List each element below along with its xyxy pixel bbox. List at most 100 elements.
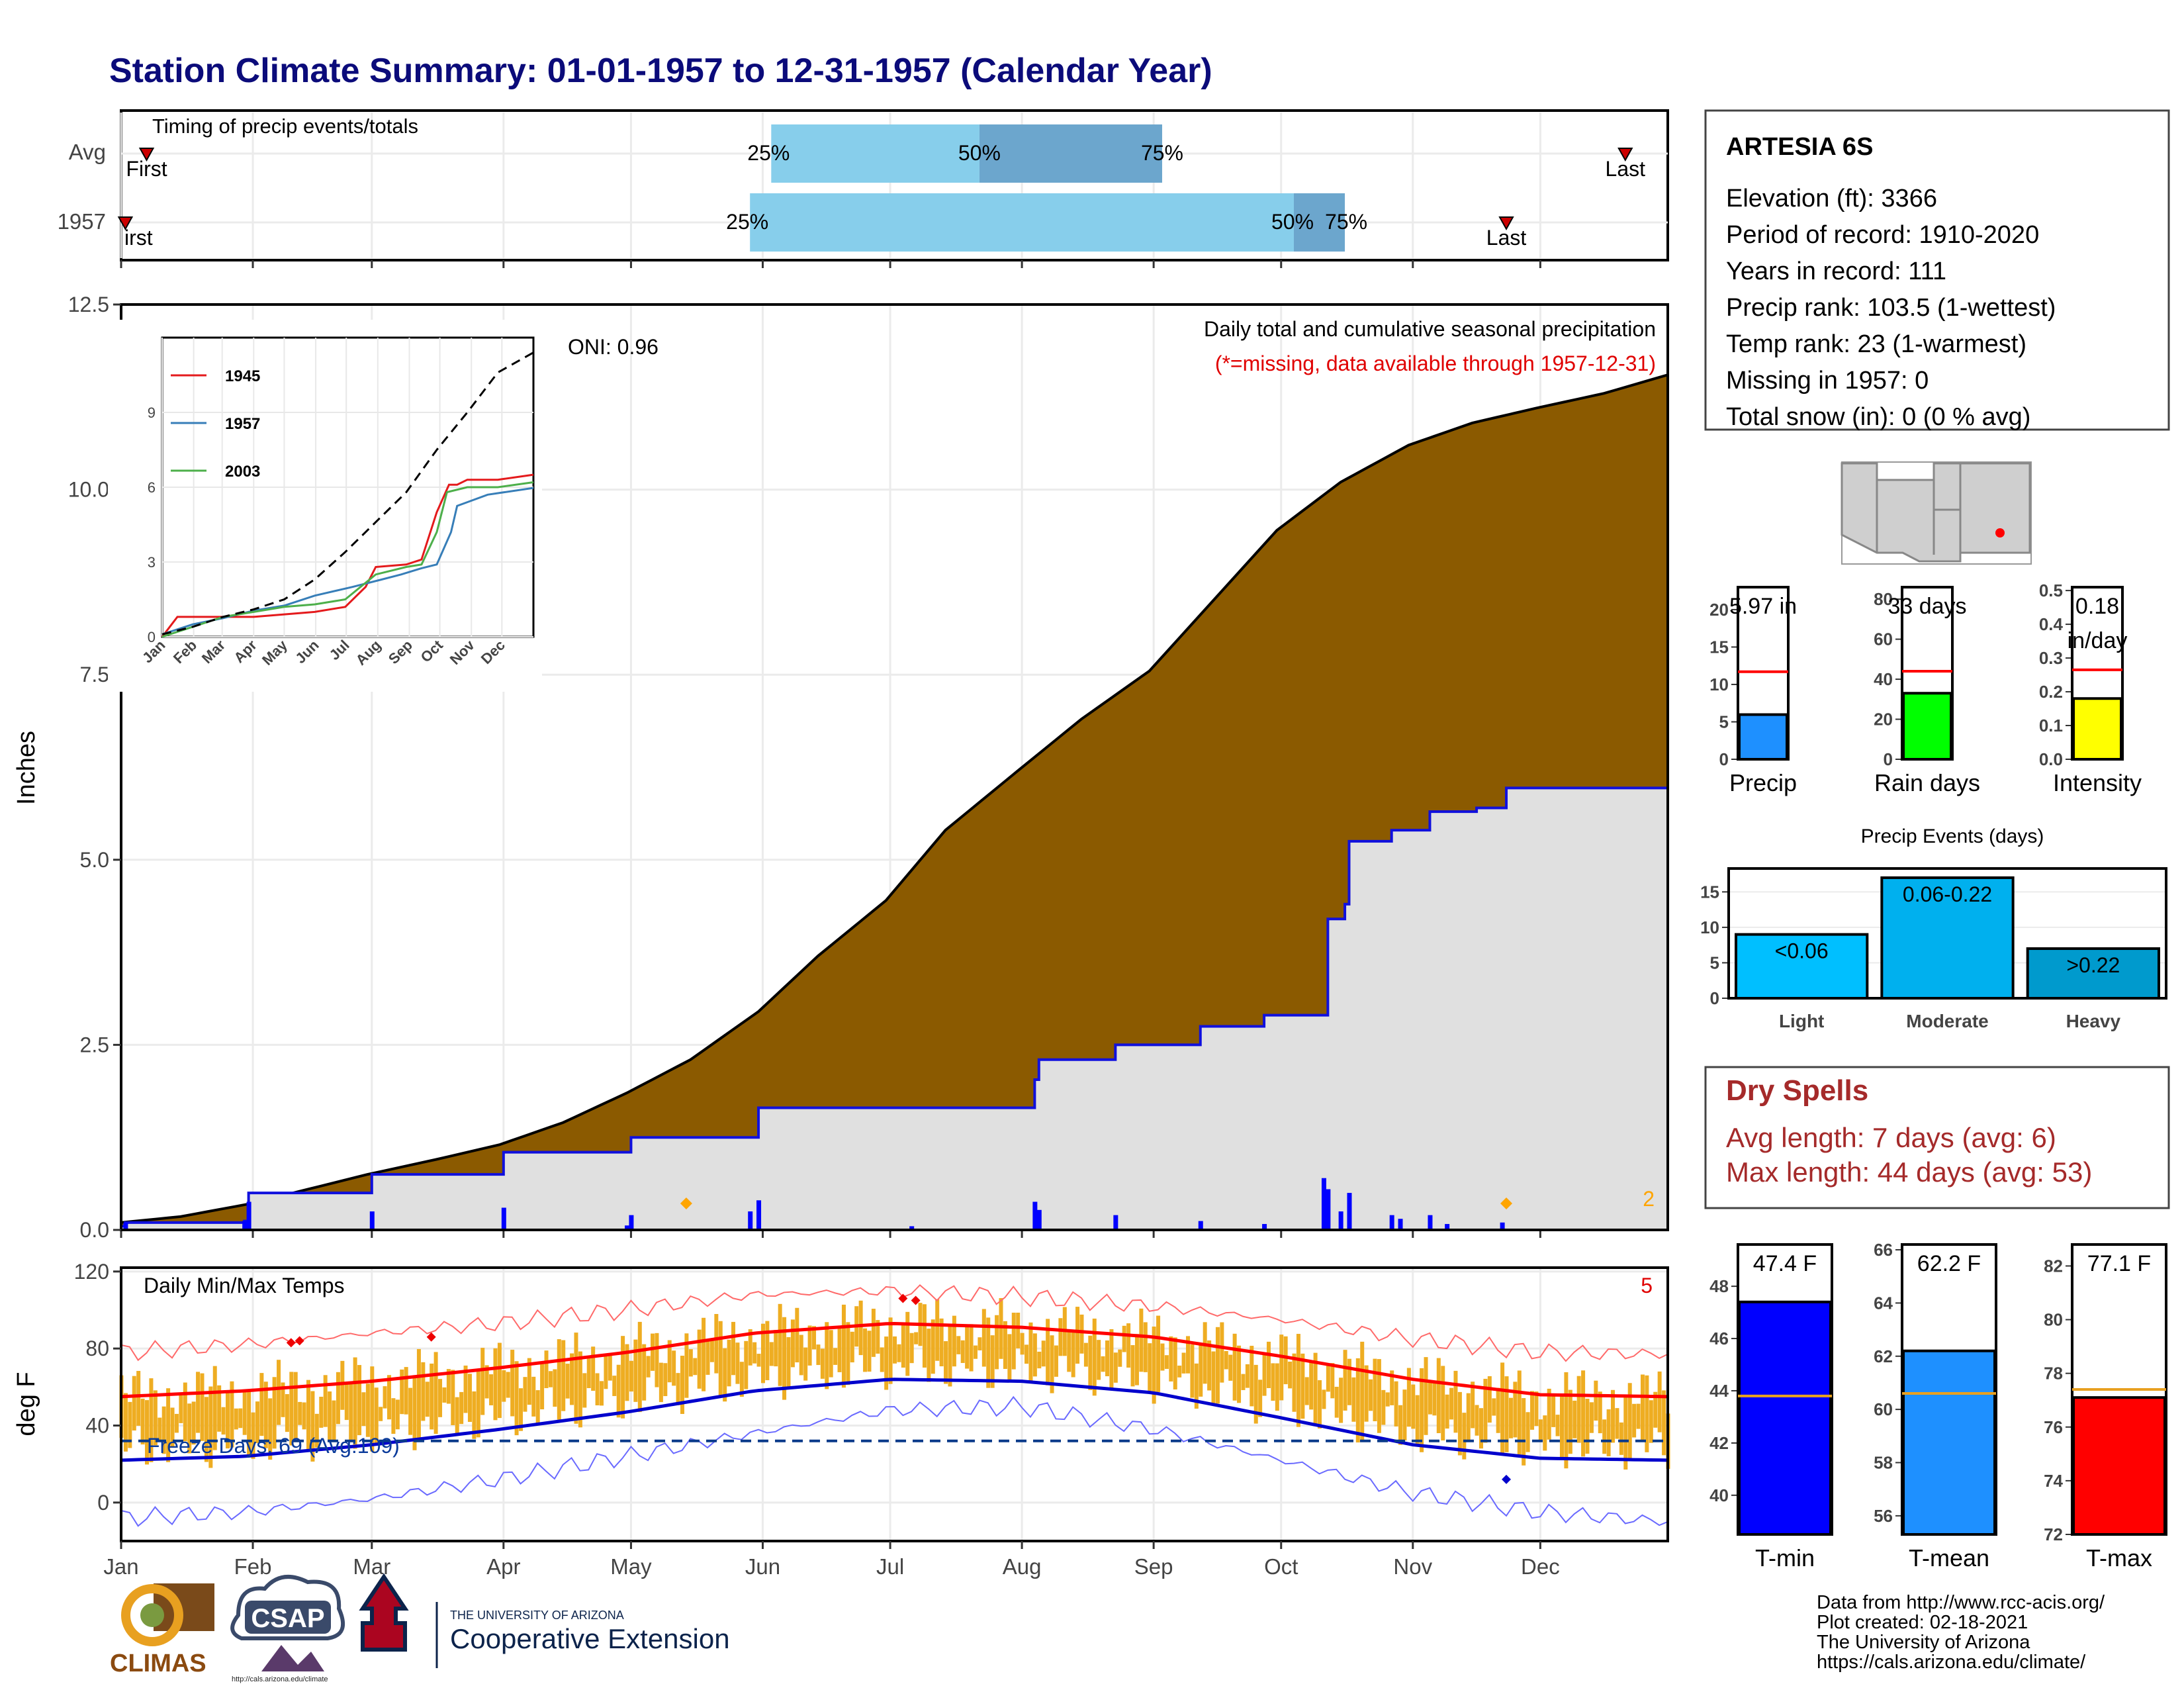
daily-temp-bar: [782, 1317, 787, 1400]
events-category-label: Moderate: [1906, 1011, 1988, 1031]
mini-value-label: 5.97 in: [1729, 594, 1797, 619]
events-bar: [1880, 876, 2015, 1000]
daily-temp-bar: [1581, 1370, 1586, 1457]
daily-temp-bar: [1258, 1380, 1263, 1417]
daily-temp-bar: [1071, 1331, 1075, 1378]
daily-temp-bar: [535, 1390, 540, 1424]
mini-value-bar: [1902, 692, 1952, 761]
dry-spells-avg: Avg length: 7 days (avg: 6): [1726, 1122, 2056, 1153]
mini-ytick-label: 20: [1874, 710, 1893, 729]
daily-precip-bar: [369, 1211, 375, 1230]
daily-temp-bar: [230, 1381, 234, 1448]
timing-bar-q25-q50: [750, 193, 1295, 252]
daily-temp-bar: [1615, 1408, 1619, 1439]
station-location-marker: [1995, 528, 2005, 538]
daily-temp-bar: [1309, 1362, 1314, 1410]
daily-temp-bar: [523, 1377, 527, 1412]
precip-ytick-label: 12.5: [68, 293, 109, 316]
mini-ytick-label: 40: [1709, 1485, 1729, 1505]
daily-precip-bar: [1500, 1222, 1505, 1230]
events-frame: [1727, 867, 2167, 1000]
temp-ytick-label: 80: [85, 1336, 109, 1360]
daily-temp-bar: [212, 1366, 217, 1450]
daily-temp-bar: [433, 1352, 438, 1434]
daily-temp-bar: [251, 1412, 255, 1459]
daily-temp-bar: [374, 1387, 379, 1445]
daily-temp-bar: [310, 1391, 315, 1462]
record-high-marker: [426, 1332, 436, 1342]
daily-temp-bar: [1360, 1341, 1365, 1442]
daily-temp-bar: [459, 1391, 464, 1425]
station-line: Years in record: 111: [1726, 258, 1946, 285]
temp-ytick-label: 0: [97, 1491, 109, 1515]
daily-temp-bar: [1250, 1346, 1254, 1407]
daily-temp-bar: [1067, 1331, 1071, 1372]
daily-temp-bar: [161, 1406, 166, 1454]
average-max-line: [120, 1322, 1668, 1399]
daily-temp-bar: [1602, 1419, 1607, 1454]
daily-temp-bar: [208, 1386, 213, 1468]
daily-temp-bar: [285, 1394, 289, 1432]
month-label: Jan: [103, 1554, 138, 1579]
daily-temp-bar: [416, 1348, 421, 1441]
daily-temp-bar: [901, 1325, 905, 1368]
precip-panel: 0.0 2.5 5.0 7.5 10.0 12.5 Daily total and cum…: [13, 293, 1669, 1242]
daily-temp-bar: [183, 1382, 187, 1442]
temp-chart-title: Daily Min/Max Temps: [144, 1274, 344, 1297]
daily-temp-bar: [1645, 1375, 1649, 1452]
daily-temp-bar: [1194, 1363, 1199, 1409]
inset-ytick-label: 6: [148, 479, 156, 496]
daily-temp-bar: [1504, 1376, 1509, 1452]
locator-map: [1841, 461, 2032, 565]
daily-temp-bar: [1568, 1389, 1572, 1454]
daily-temp-bar: [1326, 1364, 1330, 1392]
daily-temp-bar: [1122, 1325, 1126, 1352]
daily-temp-bar: [739, 1362, 744, 1397]
timing-label: Timing of precip events/totals: [152, 115, 418, 138]
missing-count: 2: [1643, 1187, 1655, 1211]
daily-temp-bar: [693, 1358, 698, 1376]
daily-temp-bar: [1500, 1362, 1505, 1454]
mini-ytick-label: 56: [1874, 1506, 1893, 1526]
daily-temp-bar: [1381, 1389, 1386, 1425]
daily-temp-bar: [863, 1328, 868, 1372]
inset-ytick-label: 3: [148, 554, 156, 571]
mini-ytick-label: 66: [1874, 1240, 1893, 1260]
dry-spells-box: Dry Spells Avg length: 7 days (avg: 6) M…: [1704, 1066, 2170, 1209]
daily-temp-bar: [1640, 1374, 1645, 1442]
daily-temp-bar: [272, 1377, 277, 1449]
daily-temp-bar: [608, 1353, 612, 1381]
station-line: Missing in 1957: 0: [1726, 367, 1929, 395]
daily-temp-bar: [850, 1331, 854, 1363]
daily-temp-bar: [132, 1376, 136, 1431]
daily-temp-bar: [1487, 1376, 1492, 1423]
month-label: May: [610, 1554, 652, 1579]
daily-temp-bar: [1351, 1377, 1356, 1422]
record-high-marker: [286, 1338, 296, 1348]
timing-q75-label: 75%: [1141, 141, 1183, 165]
daily-temp-bar: [289, 1372, 294, 1446]
daily-temp-bar: [981, 1309, 986, 1367]
daily-temp-bar: [841, 1304, 846, 1388]
daily-temp-bar: [1424, 1357, 1428, 1435]
ua-big-text: Cooperative Extension: [450, 1623, 730, 1654]
daily-temp-bar: [1296, 1334, 1300, 1427]
mini-ytick-label: 0.4: [2039, 614, 2064, 634]
daily-temp-bar: [1130, 1345, 1135, 1387]
daily-temp-bar: [1406, 1368, 1411, 1427]
daily-temp-bar: [651, 1333, 655, 1371]
daily-temp-bar: [1373, 1358, 1377, 1421]
page-title: Station Climate Summary: 01-01-1957 to 1…: [109, 52, 1212, 90]
daily-temp-bar: [293, 1372, 298, 1439]
precip-ylabel: Inches: [13, 731, 40, 805]
daily-temp-bar: [820, 1348, 825, 1379]
daily-temp-bar: [1457, 1391, 1462, 1456]
mini-ytick-label: 64: [1874, 1293, 1893, 1313]
daily-temp-bar: [1369, 1379, 1373, 1411]
daily-temp-bar: [548, 1371, 553, 1387]
mini-ytick-label: 0: [1719, 749, 1729, 769]
year-cumulative-area: [120, 786, 1669, 1231]
station-name: ARTESIA 6S: [1726, 133, 1873, 161]
daily-temp-bar: [1394, 1381, 1398, 1427]
